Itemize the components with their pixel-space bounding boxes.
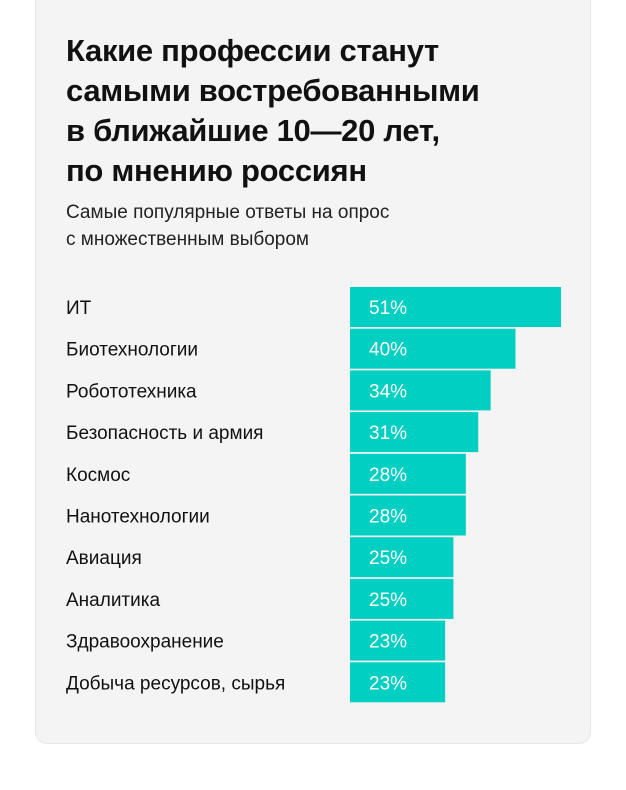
category-label: Робототехника (66, 381, 197, 402)
category-label: Нанотехнологии (66, 507, 210, 528)
category-label: Добыча ресурсов, сырья (66, 673, 285, 694)
bar (350, 328, 516, 369)
value-label: 23% (369, 673, 407, 694)
bar (350, 662, 446, 703)
value-label: 40% (369, 340, 407, 361)
bar (350, 578, 454, 619)
category-label: ИТ (66, 298, 92, 319)
value-label: 25% (369, 590, 407, 611)
chart-subtitle: Самые популярные ответы на опрос с множе… (66, 202, 390, 250)
value-label: 34% (369, 381, 407, 402)
bar (350, 453, 466, 494)
bar (350, 412, 479, 453)
chart-title: Какие профессии станут самыми востребова… (66, 33, 480, 188)
bar (350, 620, 446, 661)
bar (350, 370, 491, 411)
category-label: Здравоохранение (66, 632, 224, 653)
value-label: 28% (369, 465, 407, 486)
value-label: 28% (369, 507, 407, 528)
bar (350, 495, 466, 536)
value-label: 23% (369, 632, 407, 653)
value-label: 31% (369, 423, 407, 444)
bar (350, 537, 454, 578)
chart-card (35, 0, 591, 744)
category-label: Безопасность и армия (66, 423, 263, 444)
category-label: Космос (66, 465, 130, 486)
bar (350, 287, 561, 327)
category-label: Аналитика (66, 590, 160, 611)
value-label: 51% (369, 298, 407, 319)
category-label: Авиация (66, 548, 142, 569)
value-label: 25% (369, 548, 407, 569)
category-label: Биотехнологии (66, 340, 198, 361)
